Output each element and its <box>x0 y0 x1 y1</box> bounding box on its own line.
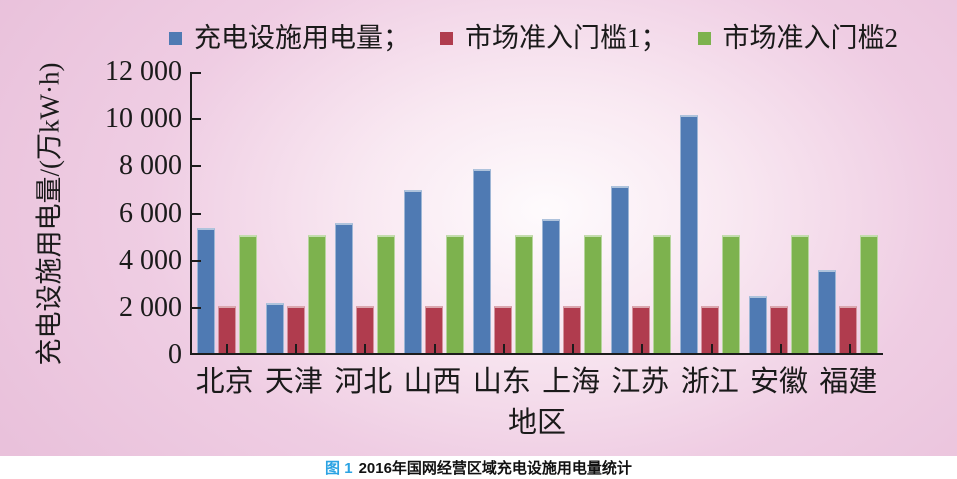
y-tick-label-0: 0 <box>168 339 182 370</box>
bar-group-0 <box>192 72 261 353</box>
bar-threshold2-1 <box>307 235 326 353</box>
bar-usage-1 <box>265 303 284 353</box>
x-axis-tick <box>294 344 297 353</box>
bar-usage-3 <box>403 190 422 353</box>
legend-label-threshold2: 市场准入门槛2 <box>722 23 899 53</box>
plot-area <box>190 72 883 355</box>
bar-group-9 <box>814 72 883 353</box>
bar-group-8 <box>745 72 814 353</box>
legend-swatch-icon-threshold2 <box>697 31 711 45</box>
bar-threshold1-1 <box>286 305 305 353</box>
x-axis-tick <box>572 344 575 353</box>
x-axis-tick <box>433 344 436 353</box>
legend-swatch-icon-threshold1 <box>440 31 453 45</box>
x-tick-label-2: 河北 <box>334 366 393 398</box>
x-tick-label-6: 江苏 <box>611 366 670 398</box>
bar-group-1 <box>261 72 330 353</box>
bar-group-5 <box>537 72 606 353</box>
bar-threshold2-0 <box>238 235 257 353</box>
bar-threshold1-7 <box>701 305 720 353</box>
bar-threshold2-8 <box>791 235 810 353</box>
bar-group-3 <box>399 72 468 353</box>
bar-usage-5 <box>542 218 561 353</box>
y-tick-label-10000: 10 000 <box>105 103 182 135</box>
chart-legend: 充电设施用电量； 市场准入门槛1； 市场准入门槛2 <box>110 20 957 56</box>
y-tick-label-4000: 4 000 <box>119 244 182 276</box>
bar-threshold1-3 <box>424 305 443 353</box>
x-tick-label-8: 安徽 <box>750 366 809 398</box>
y-tick-label-2000: 2 000 <box>119 291 182 323</box>
y-axis-tick <box>192 212 201 215</box>
x-axis-tick <box>364 344 367 353</box>
bar-threshold1-9 <box>839 305 858 353</box>
legend-item-usage: 充电设施用电量； <box>169 20 410 56</box>
x-tick-label-9: 福建 <box>819 366 878 398</box>
legend-item-threshold2: 市场准入门槛2 <box>697 20 899 56</box>
y-tick-label-12000: 12 000 <box>105 56 182 87</box>
legend-item-threshold1: 市场准入门槛1； <box>440 20 668 56</box>
bar-group-7 <box>676 72 745 353</box>
bar-threshold1-5 <box>563 305 582 353</box>
x-tick-label-5: 上海 <box>542 366 601 398</box>
chart-panel: 充电设施用电量； 市场准入门槛1； 市场准入门槛2 充电设施用电量/(万kW·h) … <box>0 0 957 456</box>
x-axis-tick <box>780 344 783 353</box>
figure-caption-text: 2016年国网经营区域充电设施用电量统计 <box>358 460 632 477</box>
x-axis-tick <box>710 344 713 353</box>
x-tick-label-1: 天津 <box>264 366 323 398</box>
x-tick-label-3: 山西 <box>403 366 462 398</box>
y-axis-tick <box>192 165 201 168</box>
bar-threshold1-0 <box>217 305 236 353</box>
legend-swatch-icon-usage <box>169 31 182 45</box>
bar-usage-8 <box>749 296 768 353</box>
bar-threshold1-4 <box>493 305 512 353</box>
bar-usage-7 <box>680 114 699 353</box>
figure-caption: 图 1 2016年国网经营区域充电设施用电量统计 <box>0 456 957 479</box>
bar-threshold2-7 <box>722 235 741 353</box>
bar-usage-4 <box>472 169 491 353</box>
bar-threshold1-2 <box>355 305 374 353</box>
figure-caption-number: 图 1 <box>325 460 353 477</box>
x-axis-tick <box>641 344 644 353</box>
bar-usage-6 <box>611 185 630 353</box>
x-axis-tick <box>849 344 852 353</box>
bar-usage-2 <box>334 223 353 353</box>
y-axis-tick <box>192 118 201 121</box>
legend-label-threshold1: 市场准入门槛1； <box>465 23 668 53</box>
y-axis-tick <box>192 259 201 262</box>
bar-group-6 <box>607 72 676 353</box>
bar-threshold2-2 <box>376 235 395 353</box>
bar-usage-9 <box>818 270 837 353</box>
bar-group-2 <box>330 72 399 353</box>
legend-label-usage: 充电设施用电量； <box>194 23 410 53</box>
x-axis-title: 地区 <box>507 407 567 439</box>
x-tick-label-7: 浙江 <box>680 366 739 398</box>
y-tick-label-8000: 8 000 <box>119 150 182 182</box>
x-tick-label-0: 北京 <box>195 366 254 398</box>
bar-threshold2-6 <box>653 235 672 353</box>
bar-threshold2-5 <box>584 235 603 353</box>
bar-threshold2-9 <box>860 235 879 353</box>
bar-threshold2-3 <box>445 235 464 353</box>
x-axis-tick <box>225 344 228 353</box>
bar-usage-0 <box>196 228 215 353</box>
y-tick-label-6000: 6 000 <box>119 197 182 229</box>
y-axis-tick <box>192 72 201 74</box>
bar-threshold2-4 <box>514 235 533 353</box>
bar-threshold1-8 <box>770 305 789 353</box>
bar-group-4 <box>468 72 537 353</box>
x-tick-label-4: 山东 <box>472 366 531 398</box>
y-axis-tick <box>192 306 201 309</box>
bar-threshold1-6 <box>632 305 651 353</box>
x-axis-tick <box>502 344 505 353</box>
